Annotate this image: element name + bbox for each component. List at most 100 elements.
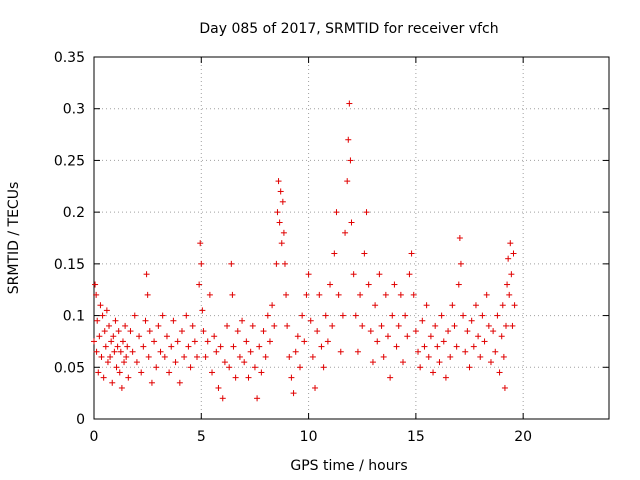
data-point (278, 240, 285, 247)
data-point (290, 390, 297, 397)
data-point (312, 384, 319, 391)
data-point (140, 343, 147, 350)
data-point (219, 395, 226, 402)
data-point (348, 219, 355, 226)
data-point (129, 348, 136, 355)
data-point (206, 291, 213, 298)
data-point (118, 384, 125, 391)
data-point (440, 338, 447, 345)
data-point (449, 302, 456, 309)
data-point (410, 291, 417, 298)
data-point (277, 188, 284, 195)
data-point (99, 312, 106, 319)
data-point (199, 307, 206, 314)
data-point (361, 250, 368, 257)
data-point (108, 338, 115, 345)
data-point (447, 353, 454, 360)
data-point (430, 369, 437, 376)
data-point (243, 338, 250, 345)
data-point (303, 291, 310, 298)
data-point (187, 364, 194, 371)
y-tick-label: 0.3 (63, 102, 85, 118)
data-point (183, 312, 190, 319)
data-point (226, 364, 233, 371)
data-point (345, 136, 352, 143)
data-point (159, 312, 166, 319)
data-point (189, 322, 196, 329)
data-point (451, 322, 458, 329)
data-point (481, 338, 488, 345)
data-point (119, 338, 126, 345)
data-point (470, 343, 477, 350)
data-point (236, 353, 243, 360)
data-point (389, 312, 396, 319)
data-point (93, 348, 100, 355)
chart-title: Day 085 of 2017, SRMTID for receiver vfc… (199, 21, 498, 37)
data-point (123, 353, 130, 360)
data-point (229, 291, 236, 298)
plot-frame (93, 56, 610, 420)
data-point (391, 281, 398, 288)
data-point (228, 260, 235, 267)
data-point (485, 322, 492, 329)
data-point (369, 359, 376, 366)
data-point (301, 338, 308, 345)
data-point (92, 281, 99, 288)
data-point (114, 343, 121, 350)
data-point (372, 302, 379, 309)
data-point (204, 338, 211, 345)
data-point (144, 291, 151, 298)
y-tick-label: 0.15 (54, 257, 85, 273)
data-point (499, 302, 506, 309)
data-point (107, 353, 114, 360)
data-point (445, 328, 452, 335)
data-point (498, 333, 505, 340)
y-tick-label: 0.35 (54, 50, 85, 66)
data-point (176, 379, 183, 386)
data-point (305, 271, 312, 278)
data-point (91, 338, 97, 345)
data-point (511, 302, 518, 309)
data-point (247, 348, 254, 355)
data-point (197, 240, 204, 247)
data-point (387, 374, 394, 381)
data-point (472, 302, 479, 309)
data-point (378, 322, 385, 329)
data-point (279, 198, 286, 205)
data-point (455, 281, 462, 288)
data-point (174, 338, 181, 345)
data-point (104, 359, 111, 366)
data-point (142, 317, 149, 324)
data-point (492, 348, 499, 355)
data-point (314, 328, 321, 335)
data-point (365, 281, 372, 288)
data-point (232, 374, 239, 381)
data-point (217, 343, 224, 350)
data-point (191, 338, 198, 345)
data-point (354, 348, 361, 355)
data-point (438, 312, 445, 319)
data-point (113, 364, 120, 371)
data-point (115, 328, 122, 335)
data-point (274, 209, 281, 216)
data-point (490, 328, 497, 335)
data-point (209, 369, 216, 376)
data-point (276, 219, 283, 226)
data-point (508, 271, 515, 278)
data-point (464, 328, 471, 335)
grid-layer (94, 57, 609, 419)
data-point (172, 359, 179, 366)
data-point (415, 348, 422, 355)
data-point (116, 369, 123, 376)
data-point (342, 229, 349, 236)
data-point (462, 348, 469, 355)
data-point (221, 359, 228, 366)
data-point (327, 281, 334, 288)
data-point (329, 322, 336, 329)
data-point (507, 240, 514, 247)
data-point (500, 353, 507, 360)
data-point (275, 178, 282, 185)
data-point (241, 359, 248, 366)
data-point (153, 364, 160, 371)
